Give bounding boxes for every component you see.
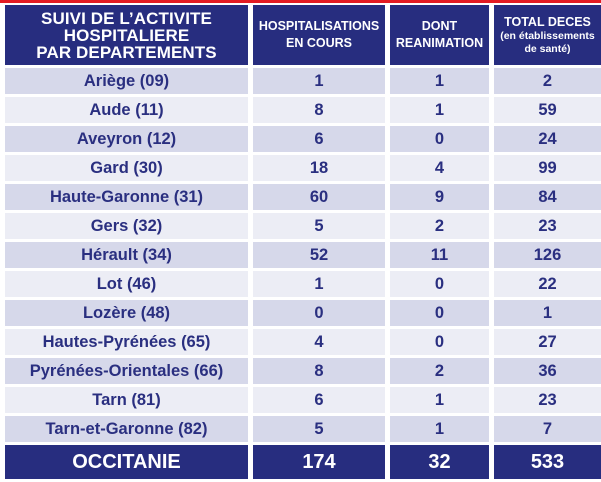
dept-cell: Ariège (09) <box>5 68 248 94</box>
rea-cell: 1 <box>390 387 489 413</box>
dept-cell: Lozère (48) <box>5 300 248 326</box>
header-total-deces: TOTAL DECES (en établissements de santé) <box>494 5 601 65</box>
dept-cell: Lot (46) <box>5 271 248 297</box>
total-label: OCCITANIE <box>5 445 248 479</box>
table-row: Aude (11) 8 1 59 <box>5 97 601 123</box>
hosp-cell: 6 <box>253 387 385 413</box>
total-hosp: 174 <box>253 445 385 479</box>
rea-cell: 0 <box>390 300 489 326</box>
dept-cell: Gard (30) <box>5 155 248 181</box>
total-rea: 32 <box>390 445 489 479</box>
table-row: Lot (46) 1 0 22 <box>5 271 601 297</box>
deces-cell: 24 <box>494 126 601 152</box>
hosp-cell: 4 <box>253 329 385 355</box>
deces-cell: 23 <box>494 213 601 239</box>
header-department-line-3: PAR DEPARTEMENTS <box>36 42 217 62</box>
table-row: Gers (32) 5 2 23 <box>5 213 601 239</box>
dept-cell: Tarn (81) <box>5 387 248 413</box>
table-row: Tarn (81) 6 1 23 <box>5 387 601 413</box>
dept-cell: Gers (32) <box>5 213 248 239</box>
table-row: Hérault (34) 52 11 126 <box>5 242 601 268</box>
dept-cell: Pyrénées-Orientales (66) <box>5 358 248 384</box>
hosp-cell: 5 <box>253 213 385 239</box>
dept-cell: Tarn-et-Garonne (82) <box>5 416 248 442</box>
deces-cell: 1 <box>494 300 601 326</box>
header-deces-sub-1: (en établissements <box>500 30 595 42</box>
table-row: Haute-Garonne (31) 60 9 84 <box>5 184 601 210</box>
rea-cell: 1 <box>390 68 489 94</box>
header-department: SUIVI DE L’ACTIVITE HOSPITALIERE PAR DEP… <box>5 5 248 65</box>
table-row: Pyrénées-Orientales (66) 8 2 36 <box>5 358 601 384</box>
header-rea-line-2: REANIMATION <box>395 36 484 50</box>
hosp-cell: 8 <box>253 358 385 384</box>
deces-cell: 126 <box>494 242 601 268</box>
deces-cell: 84 <box>494 184 601 210</box>
top-accent-line <box>0 0 601 3</box>
hosp-cell: 1 <box>253 68 385 94</box>
hosp-cell: 52 <box>253 242 385 268</box>
table-row: Aveyron (12) 6 0 24 <box>5 126 601 152</box>
table-row: Lozère (48) 0 0 1 <box>5 300 601 326</box>
total-deces: 533 <box>494 445 601 479</box>
rea-cell: 0 <box>390 271 489 297</box>
rea-cell: 2 <box>390 358 489 384</box>
deces-cell: 99 <box>494 155 601 181</box>
header-row: SUIVI DE L’ACTIVITE HOSPITALIERE PAR DEP… <box>5 5 601 65</box>
hosp-cell: 60 <box>253 184 385 210</box>
hosp-cell: 5 <box>253 416 385 442</box>
header-reanimation: DONT REANIMATION <box>390 5 489 65</box>
header-rea-line-1: DONT <box>421 19 458 33</box>
dept-cell: Aveyron (12) <box>5 126 248 152</box>
header-hosp-line-1: HOSPITALISATIONS <box>258 19 380 33</box>
total-row: OCCITANIE 174 32 533 <box>5 445 601 479</box>
deces-cell: 22 <box>494 271 601 297</box>
dept-cell: Hautes-Pyrénées (65) <box>5 329 248 355</box>
deces-cell: 7 <box>494 416 601 442</box>
rea-cell: 4 <box>390 155 489 181</box>
header-deces-title: TOTAL DECES <box>504 15 591 29</box>
dept-cell: Haute-Garonne (31) <box>5 184 248 210</box>
deces-cell: 59 <box>494 97 601 123</box>
deces-cell: 23 <box>494 387 601 413</box>
header-hosp-line-2: EN COURS <box>286 36 352 50</box>
rea-cell: 11 <box>390 242 489 268</box>
deces-cell: 36 <box>494 358 601 384</box>
dept-cell: Hérault (34) <box>5 242 248 268</box>
hosp-cell: 6 <box>253 126 385 152</box>
deces-cell: 2 <box>494 68 601 94</box>
table-row: Hautes-Pyrénées (65) 4 0 27 <box>5 329 601 355</box>
hosp-cell: 8 <box>253 97 385 123</box>
rea-cell: 1 <box>390 416 489 442</box>
hosp-cell: 18 <box>253 155 385 181</box>
rea-cell: 0 <box>390 126 489 152</box>
table-row: Gard (30) 18 4 99 <box>5 155 601 181</box>
rea-cell: 2 <box>390 213 489 239</box>
dept-cell: Aude (11) <box>5 97 248 123</box>
hosp-cell: 1 <box>253 271 385 297</box>
header-department-line-2: HOSPITALIERE <box>63 25 190 45</box>
table-row: Ariège (09) 1 1 2 <box>5 68 601 94</box>
rea-cell: 0 <box>390 329 489 355</box>
table-row: Tarn-et-Garonne (82) 5 1 7 <box>5 416 601 442</box>
rea-cell: 1 <box>390 97 489 123</box>
header-hospitalisations: HOSPITALISATIONS EN COURS <box>253 5 385 65</box>
deces-cell: 27 <box>494 329 601 355</box>
header-deces-sub-2: de santé) <box>524 43 571 55</box>
hosp-cell: 0 <box>253 300 385 326</box>
header-department-line-1: SUIVI DE L’ACTIVITE <box>41 8 212 28</box>
rea-cell: 9 <box>390 184 489 210</box>
